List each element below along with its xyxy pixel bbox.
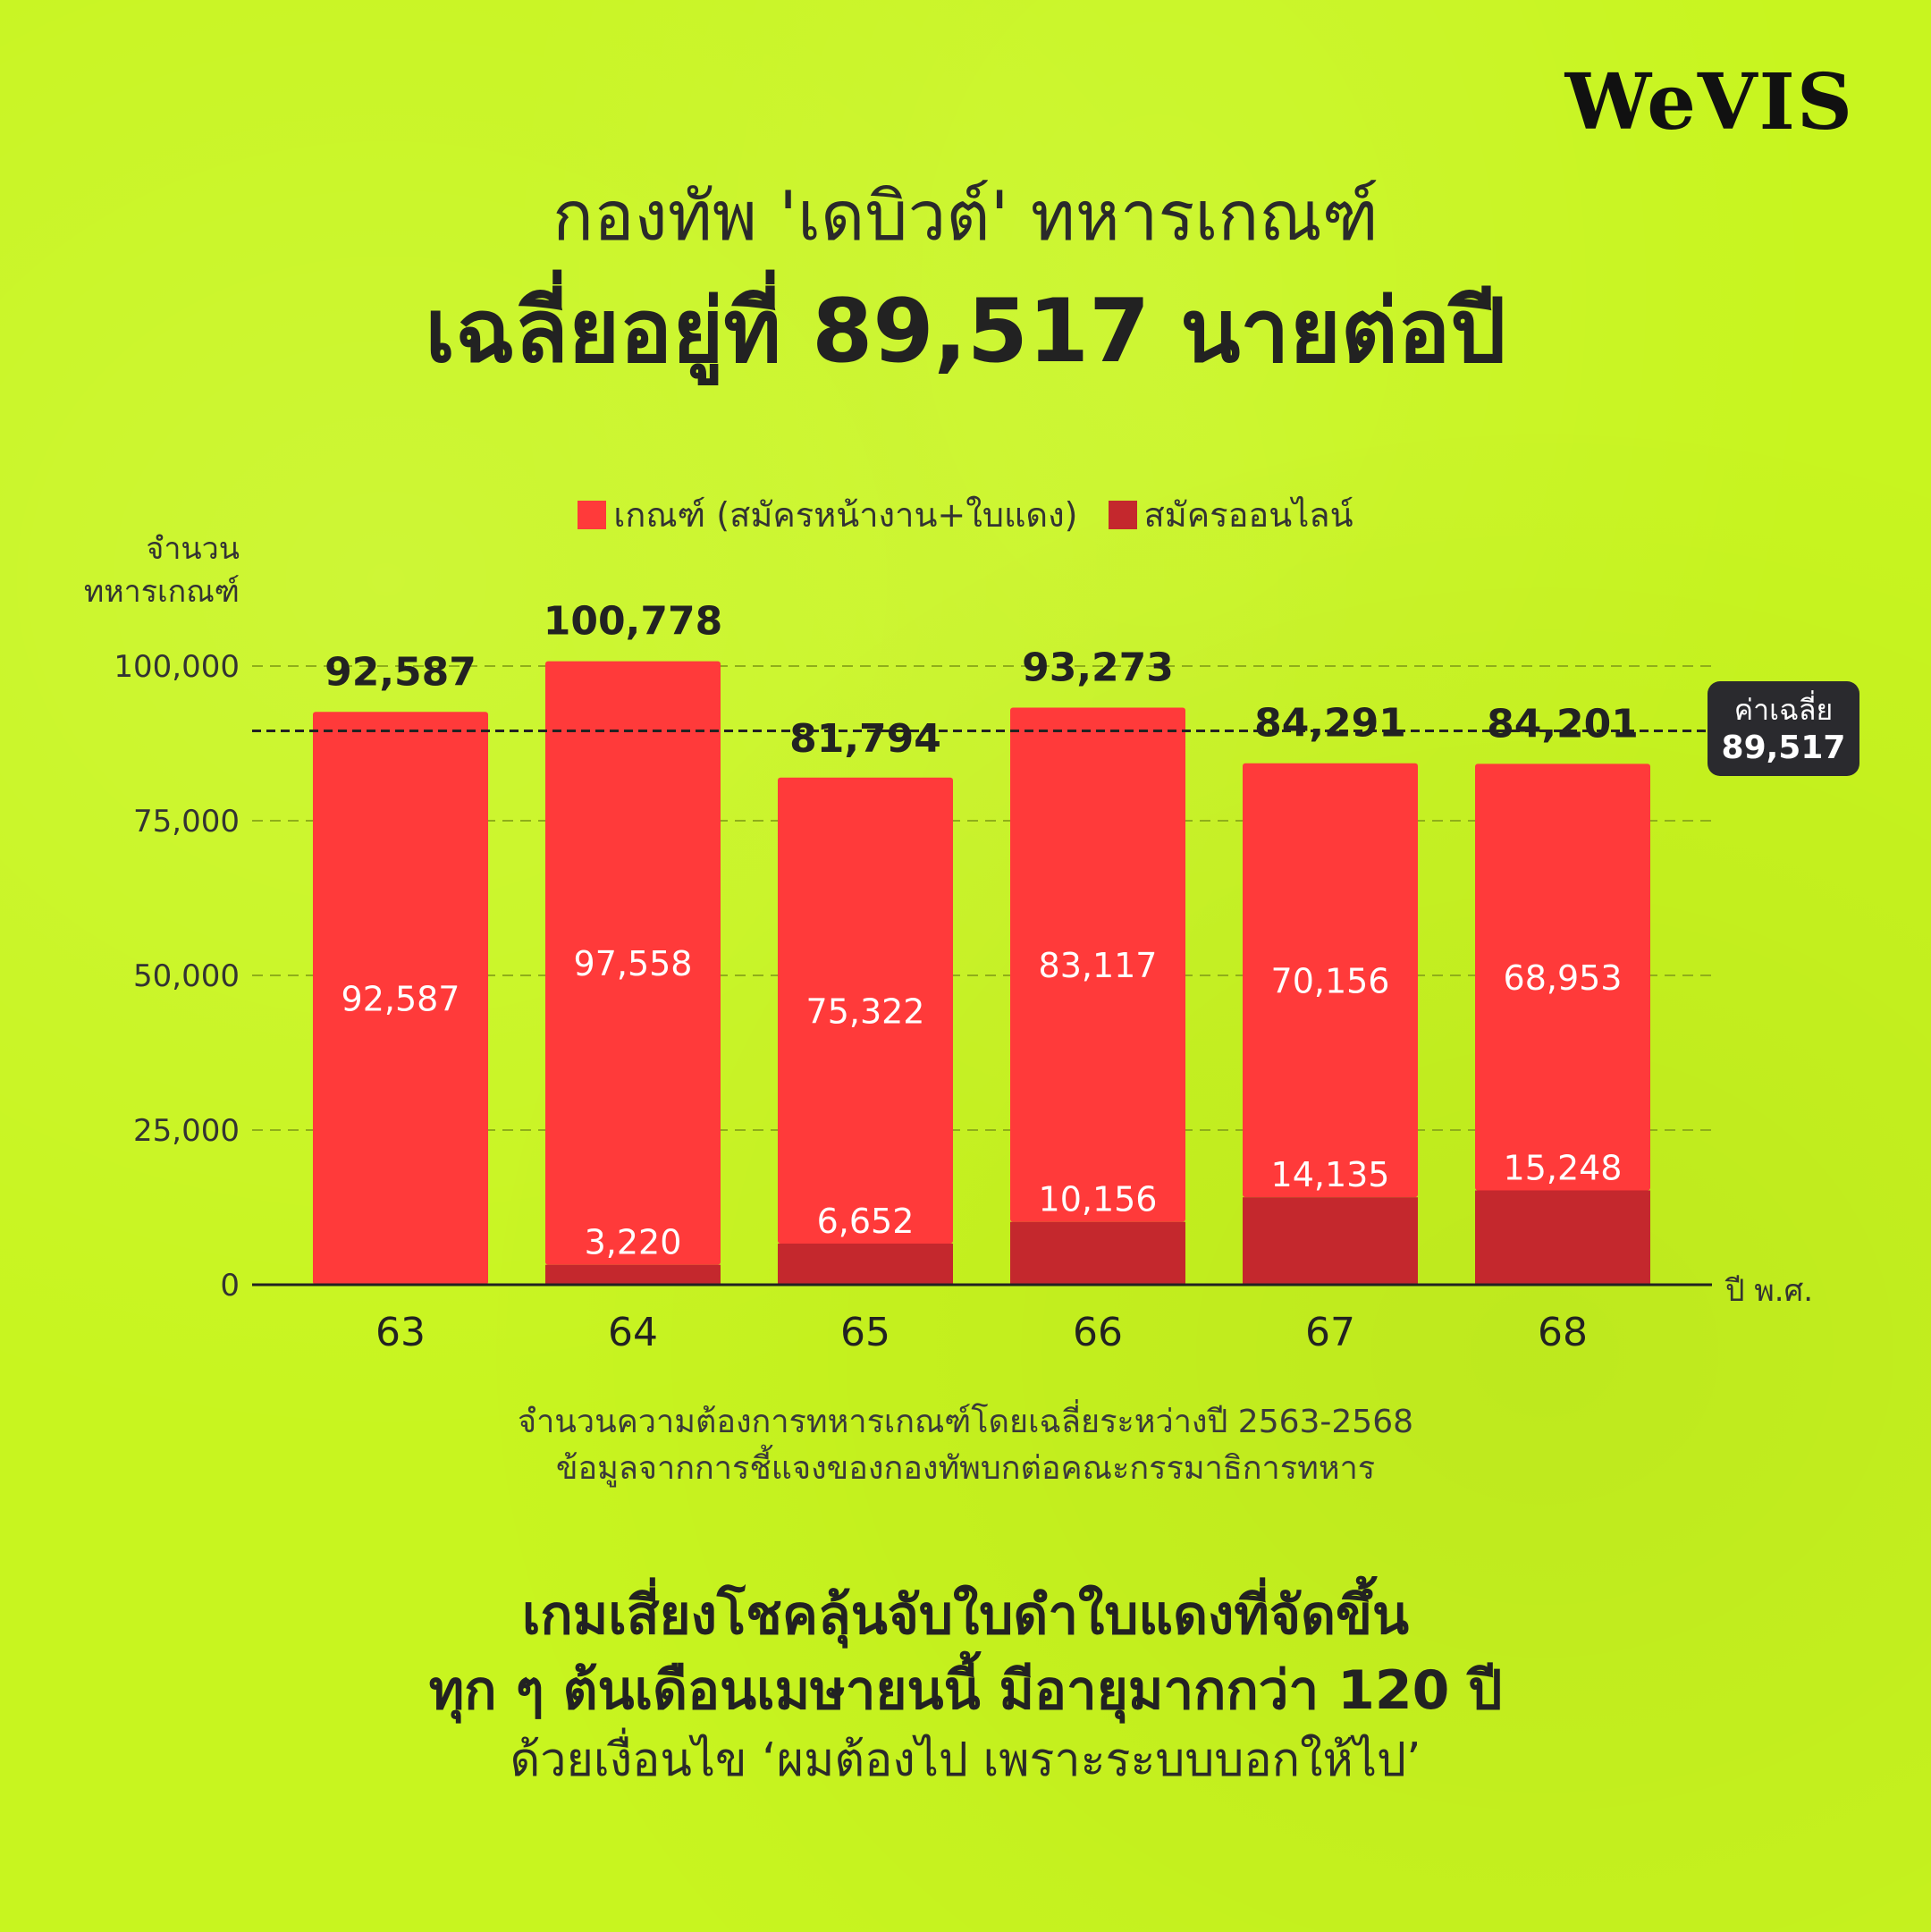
x-tick-label: 64	[608, 1310, 658, 1355]
x-tick-label: 68	[1538, 1310, 1588, 1355]
bottom-caption: เกมเสี่ยงโชคลุ้นจับใบดำใบแดงที่จัดขึ้น ท…	[0, 1578, 1931, 1793]
legend-label-online: สมัครออนไลน์	[1143, 495, 1353, 535]
chart-legend: เกณฑ์ (สมัครหน้างาน+ใบแดง) สมัครออนไลน์	[0, 487, 1931, 542]
y-axis-label-line: จำนวน	[146, 531, 240, 567]
average-value: 89,517	[1722, 730, 1846, 766]
bar-conscripted	[778, 777, 953, 1244]
footnote-line-1: จำนวนความต้องการทหารเกณฑ์โดยเฉลี่ยระหว่า…	[517, 1404, 1414, 1440]
y-tick-label: 0	[220, 1268, 240, 1303]
footnote: จำนวนความต้องการทหารเกณฑ์โดยเฉลี่ยระหว่า…	[0, 1399, 1931, 1492]
bar-label-conscripted: 97,558	[574, 944, 693, 983]
bar-label-online: 6,652	[817, 1202, 915, 1241]
bar-online	[545, 1264, 721, 1285]
bar-label-online: 15,248	[1504, 1148, 1623, 1187]
bar-total-label: 100,778	[544, 599, 722, 645]
bar-label-online: 14,135	[1271, 1155, 1390, 1194]
bar-label-conscripted: 83,117	[1039, 946, 1158, 985]
x-tick-label: 66	[1073, 1310, 1123, 1355]
bar-total-label: 84,291	[1254, 701, 1406, 747]
bar-label-conscripted: 68,953	[1504, 958, 1623, 998]
bar-label-online: 3,220	[585, 1223, 682, 1262]
legend-item-conscripted: เกณฑ์ (สมัครหน้างาน+ใบแดง)	[578, 487, 1078, 542]
bar-total-label: 81,794	[789, 716, 941, 762]
legend-item-online: สมัครออนไลน์	[1108, 487, 1353, 542]
y-tick-label: 25,000	[133, 1113, 240, 1149]
wevis-logo: WeVIS	[1564, 57, 1854, 148]
bar-online	[1010, 1221, 1185, 1285]
bar-label-conscripted: 92,587	[342, 980, 460, 1019]
x-axis-label: ปี พ.ศ.	[1724, 1273, 1813, 1309]
bar-conscripted	[313, 712, 488, 1285]
y-axis-label-line: ทหารเกณฑ์	[84, 574, 240, 610]
average-label: ค่าเฉลี่ย	[1734, 690, 1833, 727]
bottom-line-3: ด้วยเงื่อนไข ‘ผมต้องไป เพราะระบบบอกให้ไป…	[510, 1734, 1421, 1787]
bar-online	[1475, 1190, 1650, 1285]
y-tick-label: 50,000	[133, 958, 240, 994]
bottom-line-2: ทุก ๆ ต้นเดือนเมษายนนี้ มีอายุมากกว่า 12…	[428, 1659, 1503, 1722]
bar-label-online: 10,156	[1039, 1180, 1158, 1219]
bar-total-label: 93,273	[1022, 645, 1174, 691]
title-line-2: เฉลี่ยอยู่ที่ 89,517 นายต่อปี	[425, 281, 1506, 383]
bar-conscripted	[545, 661, 721, 1265]
legend-swatch-conscripted	[578, 500, 607, 529]
title-line-1: กองทัพ 'เดบิวต์' ทหารเกณฑ์	[552, 176, 1379, 256]
x-tick-label: 63	[375, 1310, 426, 1355]
footnote-line-2: ข้อมูลจากการชี้แจงของกองทัพบกต่อคณะกรรมา…	[555, 1450, 1376, 1488]
x-tick-label: 67	[1305, 1310, 1355, 1355]
bar-conscripted	[1475, 764, 1650, 1191]
bar-online	[1243, 1197, 1418, 1285]
bar-conscripted	[1243, 763, 1418, 1198]
y-tick-label: 100,000	[114, 649, 240, 685]
bar-label-conscripted: 70,156	[1271, 961, 1390, 1000]
bar-conscripted	[1010, 707, 1185, 1222]
average-badge	[1708, 681, 1859, 776]
bar-total-label: 84,201	[1487, 701, 1639, 747]
bar-total-label: 92,587	[325, 649, 476, 695]
bar-online	[778, 1243, 953, 1285]
bar-label-conscripted: 75,322	[806, 991, 925, 1031]
x-tick-label: 65	[840, 1310, 890, 1355]
y-tick-label: 75,000	[133, 804, 240, 839]
bottom-line-1: เกมเสี่ยงโชคลุ้นจับใบดำใบแดงที่จัดขึ้น	[521, 1584, 1410, 1647]
legend-swatch-online	[1108, 500, 1137, 529]
legend-label-conscripted: เกณฑ์ (สมัครหน้างาน+ใบแดง)	[613, 495, 1078, 535]
